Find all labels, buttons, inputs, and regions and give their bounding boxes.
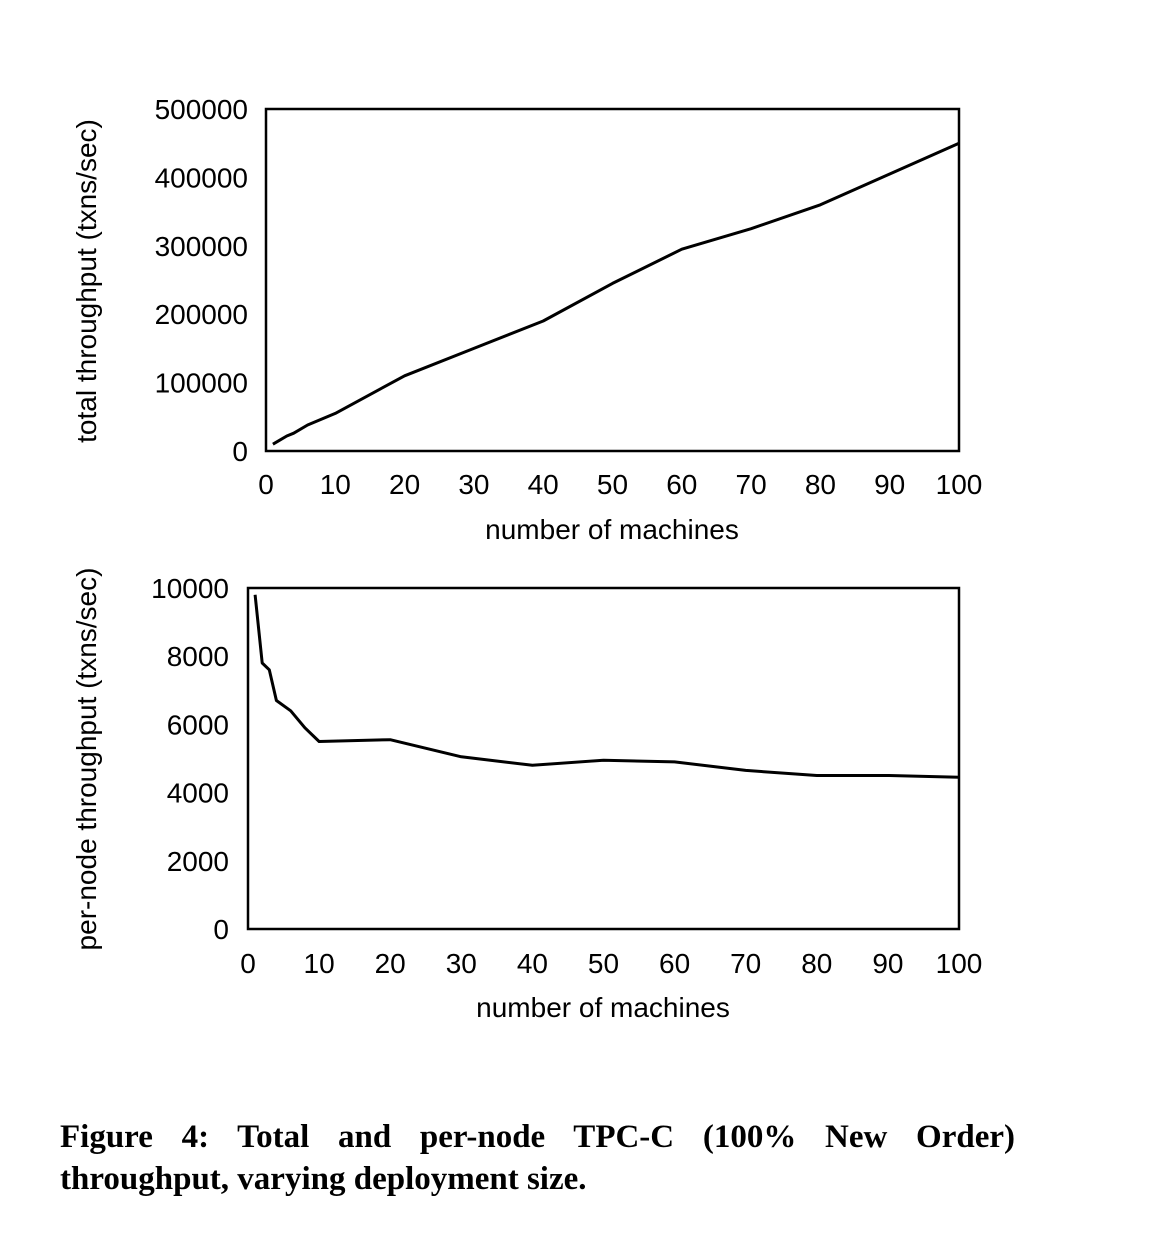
x-tick-label-total: 30 <box>458 469 489 500</box>
y-tick-label-per-node: 10000 <box>151 573 229 604</box>
y-tick-label-total: 400000 <box>155 162 248 193</box>
y-axis-label-per-node: per-node throughput (txns/sec) <box>71 568 102 951</box>
plot-frame-per-node <box>246 586 961 931</box>
y-tick-label-total: 0 <box>232 436 248 467</box>
x-tick-label-per-node: 40 <box>517 948 548 979</box>
series-line-per-node-throughput <box>253 594 960 779</box>
x-tick-label-per-node: 60 <box>659 948 690 979</box>
y-tick-label-total: 200000 <box>155 299 248 330</box>
x-tick-label-per-node: 90 <box>872 948 903 979</box>
y-tick-labels-total: 0 100000 200000 300000 400000 500000 <box>155 94 248 467</box>
x-tick-label-per-node: 30 <box>446 948 477 979</box>
chart-per-node-throughput: 0 2000 4000 6000 8000 10000 0 10 20 30 40 50 60 70 80… <box>71 568 982 1023</box>
y-tick-label-total: 300000 <box>155 231 248 262</box>
x-tick-label-total: 70 <box>736 469 767 500</box>
x-tick-labels-per-node: 0 10 20 30 40 50 60 70 80 90 100 <box>240 948 982 979</box>
series-line-total-throughput <box>272 141 960 446</box>
x-tick-label-per-node: 80 <box>801 948 832 979</box>
x-tick-label-total: 10 <box>320 469 351 500</box>
x-tick-label-per-node: 100 <box>936 948 983 979</box>
y-tick-label-total: 100000 <box>155 368 248 399</box>
y-tick-label-total: 500000 <box>155 94 248 125</box>
x-tick-label-total: 20 <box>389 469 420 500</box>
figure-caption: Figure 4: Total and per-node TPC-C (100%… <box>60 1119 1015 1197</box>
x-tick-label-total: 0 <box>258 469 274 500</box>
y-tick-label-per-node: 2000 <box>167 846 229 877</box>
x-tick-label-total: 50 <box>597 469 628 500</box>
y-tick-label-per-node: 4000 <box>167 778 229 809</box>
x-axis-label-per-node: number of machines <box>476 992 730 1023</box>
y-axis-label-total: total throughput (txns/sec) <box>71 119 102 443</box>
plot-frame-total <box>264 107 961 453</box>
y-tick-label-per-node: 8000 <box>167 641 229 672</box>
x-tick-labels-total: 0 10 20 30 40 50 60 70 80 90 100 <box>258 469 982 500</box>
y-tick-label-per-node: 0 <box>213 914 229 945</box>
chart-total-throughput: 0 100000 200000 300000 400000 500000 0 10 20 30 4… <box>71 94 982 545</box>
x-tick-label-per-node: 70 <box>730 948 761 979</box>
x-tick-label-total: 60 <box>666 469 697 500</box>
y-tick-labels-per-node: 0 2000 4000 6000 8000 10000 <box>151 573 229 945</box>
y-tick-label-per-node: 6000 <box>167 709 229 740</box>
x-tick-label-per-node: 10 <box>304 948 335 979</box>
x-tick-label-per-node: 50 <box>588 948 619 979</box>
x-tick-label-total: 100 <box>936 469 983 500</box>
x-tick-label-per-node: 20 <box>375 948 406 979</box>
x-tick-label-total: 40 <box>528 469 559 500</box>
x-tick-label-total: 90 <box>874 469 905 500</box>
x-axis-label-total: number of machines <box>485 514 739 545</box>
x-tick-label-total: 80 <box>805 469 836 500</box>
x-tick-label-per-node: 0 <box>240 948 256 979</box>
